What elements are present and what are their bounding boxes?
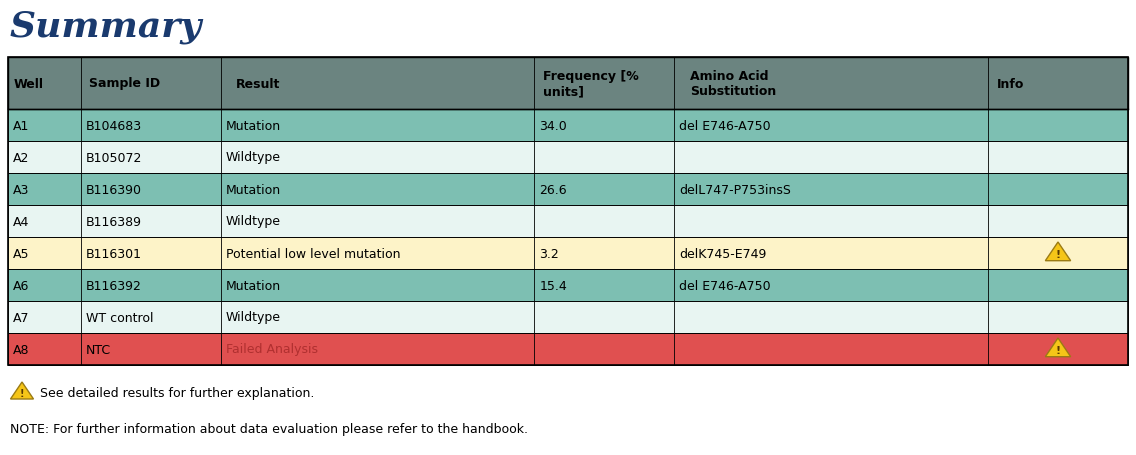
Bar (8, 238, 1128, 269)
Text: Summary: Summary (10, 10, 202, 44)
Text: A4: A4 (12, 215, 30, 228)
Text: del E746-A750: del E746-A750 (679, 279, 771, 292)
Text: A2: A2 (12, 151, 30, 164)
Text: Frequency [%
units]: Frequency [% units] (543, 70, 638, 98)
Text: WT control: WT control (86, 311, 153, 324)
Text: B116301: B116301 (86, 247, 142, 260)
Text: Result: Result (236, 77, 281, 90)
Text: 15.4: 15.4 (540, 279, 567, 292)
Text: B116389: B116389 (86, 215, 142, 228)
Text: Mutation: Mutation (226, 279, 281, 292)
Text: 3.2: 3.2 (540, 247, 559, 260)
Bar (8, 269, 1128, 301)
Text: NTC: NTC (86, 343, 111, 356)
Text: A3: A3 (12, 183, 30, 196)
Text: Potential low level mutation: Potential low level mutation (226, 247, 400, 260)
Bar (8, 174, 1128, 206)
Text: Wildtype: Wildtype (226, 151, 281, 164)
Text: !: ! (1055, 249, 1061, 259)
Text: !: ! (19, 388, 24, 398)
Bar (8, 58, 1128, 365)
Text: B104683: B104683 (86, 119, 142, 132)
Text: Mutation: Mutation (226, 119, 281, 132)
Text: del E746-A750: del E746-A750 (679, 119, 771, 132)
Polygon shape (1045, 243, 1070, 261)
Text: Amino Acid
Substitution: Amino Acid Substitution (690, 70, 776, 98)
Polygon shape (10, 382, 33, 399)
Text: B116392: B116392 (86, 279, 142, 292)
Text: B105072: B105072 (86, 151, 142, 164)
Text: Sample ID: Sample ID (90, 77, 160, 90)
Text: 34.0: 34.0 (540, 119, 567, 132)
Polygon shape (1045, 338, 1070, 357)
Text: 26.6: 26.6 (540, 183, 567, 196)
Text: Mutation: Mutation (226, 183, 281, 196)
Text: Failed Analysis: Failed Analysis (226, 343, 318, 356)
Bar (8, 58, 1128, 110)
Text: A6: A6 (12, 279, 30, 292)
Text: Wildtype: Wildtype (226, 311, 281, 324)
Bar (8, 110, 1128, 142)
Text: B116390: B116390 (86, 183, 142, 196)
Text: !: ! (1055, 345, 1061, 355)
Text: A1: A1 (12, 119, 30, 132)
Text: delL747-P753insS: delL747-P753insS (679, 183, 792, 196)
Text: NOTE: For further information about data evaluation please refer to the handbook: NOTE: For further information about data… (10, 423, 528, 435)
Bar (8, 333, 1128, 365)
Bar (8, 206, 1128, 238)
Text: Well: Well (14, 77, 44, 90)
Text: Wildtype: Wildtype (226, 215, 281, 228)
Text: A7: A7 (12, 311, 30, 324)
Text: Info: Info (996, 77, 1024, 90)
Text: A5: A5 (12, 247, 30, 260)
Text: See detailed results for further explanation.: See detailed results for further explana… (40, 386, 315, 399)
Bar (8, 301, 1128, 333)
Text: delK745-E749: delK745-E749 (679, 247, 767, 260)
Text: A8: A8 (12, 343, 30, 356)
Bar (8, 142, 1128, 174)
